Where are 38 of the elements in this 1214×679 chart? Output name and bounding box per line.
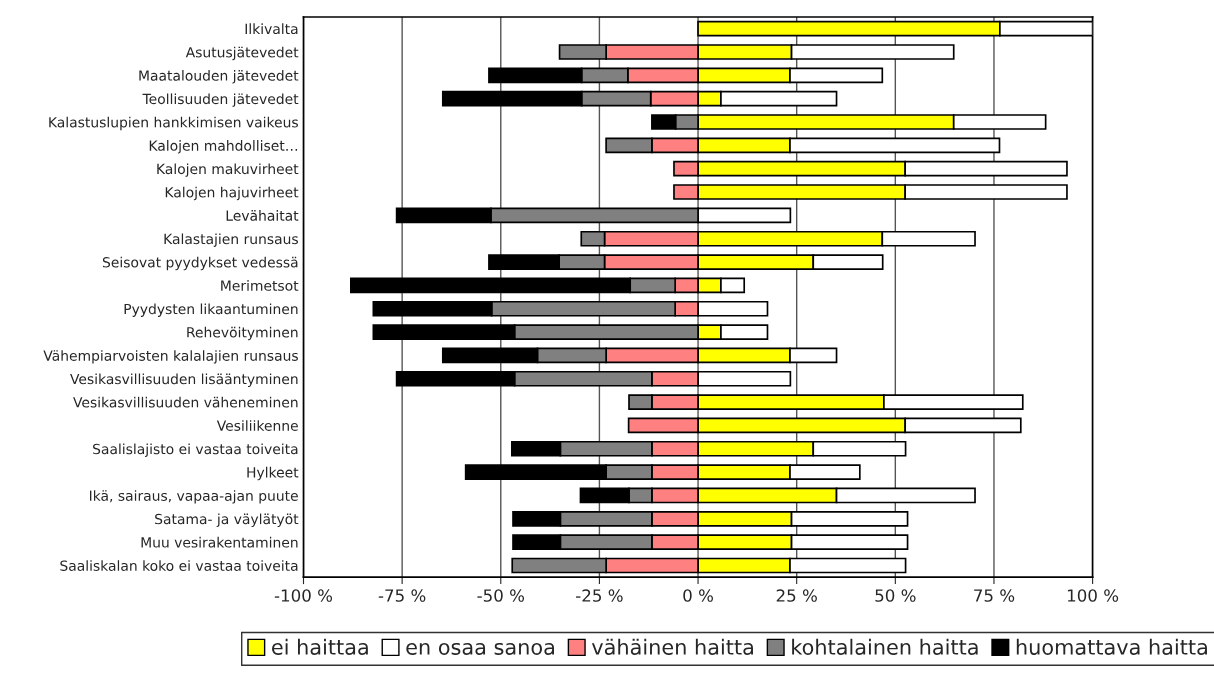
- x-tick-label: 50 %: [875, 589, 916, 602]
- y-tick-label: Hylkeet: [247, 466, 299, 481]
- y-tick-label: Vähempiarvoisten kalalajien runsaus: [43, 350, 298, 364]
- y-tick-label: Vesikasvillisuuden väheneminen: [73, 396, 298, 408]
- x-tick-label: -100 %: [274, 589, 333, 602]
- y-tick-label: Satama- ja väylätyöt: [155, 513, 299, 527]
- legend-label: en osaa sanoa: [406, 642, 554, 655]
- x-tick-label: 25 %: [776, 589, 817, 602]
- legend-label: vähäinen haitta: [591, 638, 753, 655]
- y-tick-label: Levähaitat: [226, 210, 299, 221]
- y-tick-label: Saalislajisto ei vastaa toiveita: [93, 443, 298, 457]
- x-tick-label: 75 %: [974, 589, 1015, 602]
- y-tick-label: Ikä, sairaus, vapaa-ajan puute: [89, 490, 298, 504]
- y-tick-label: Maatalouden jätevedet: [139, 70, 299, 84]
- legend-label: huomattava haitta: [1016, 638, 1207, 655]
- x-tick-label: -25 %: [576, 589, 623, 602]
- y-tick-label: Rehevöityminen: [187, 326, 298, 341]
- y-tick-label: Teollisuuden jätevedet: [142, 93, 299, 107]
- y-tick-label: Saaliskalan koko ei vastaa toiveita: [60, 560, 298, 571]
- y-tick-label: Vesikasvillisuuden lisääntyminen: [70, 373, 298, 387]
- x-tick-label: -75 %: [378, 589, 426, 602]
- y-tick-label: Kalojen makuvirheet: [157, 163, 299, 177]
- y-tick-label: Kalojen hajuvirheet: [165, 186, 299, 201]
- y-tick-label: Asutusjätevedet: [185, 46, 299, 61]
- x-tick-label: 100 %: [1067, 589, 1119, 602]
- y-tick-label: Merimetsot: [221, 280, 299, 291]
- x-tick-label: 0 %: [683, 589, 713, 602]
- y-tick-label: Ilkivalta: [245, 23, 298, 35]
- y-tick-label: Muu vesirakentaminen: [141, 536, 298, 548]
- y-tick-label: Kalojen mahdolliset…: [149, 140, 298, 154]
- y-tick-label: Vesiliikenne: [216, 420, 298, 431]
- y-tick-label: Kalastuslupien hankkimisen vaikeus: [49, 116, 298, 131]
- x-tick-label: -50 %: [477, 589, 525, 602]
- y-tick-label: Pyydysten likaantuminen: [124, 303, 298, 317]
- legend-label: ei haittaa: [272, 638, 368, 655]
- y-tick-label: Seisovat pyydykset vedessä: [102, 256, 298, 271]
- legend-label: kohtalainen haitta: [792, 638, 978, 655]
- y-tick-label: Kalastajien runsaus: [164, 233, 298, 247]
